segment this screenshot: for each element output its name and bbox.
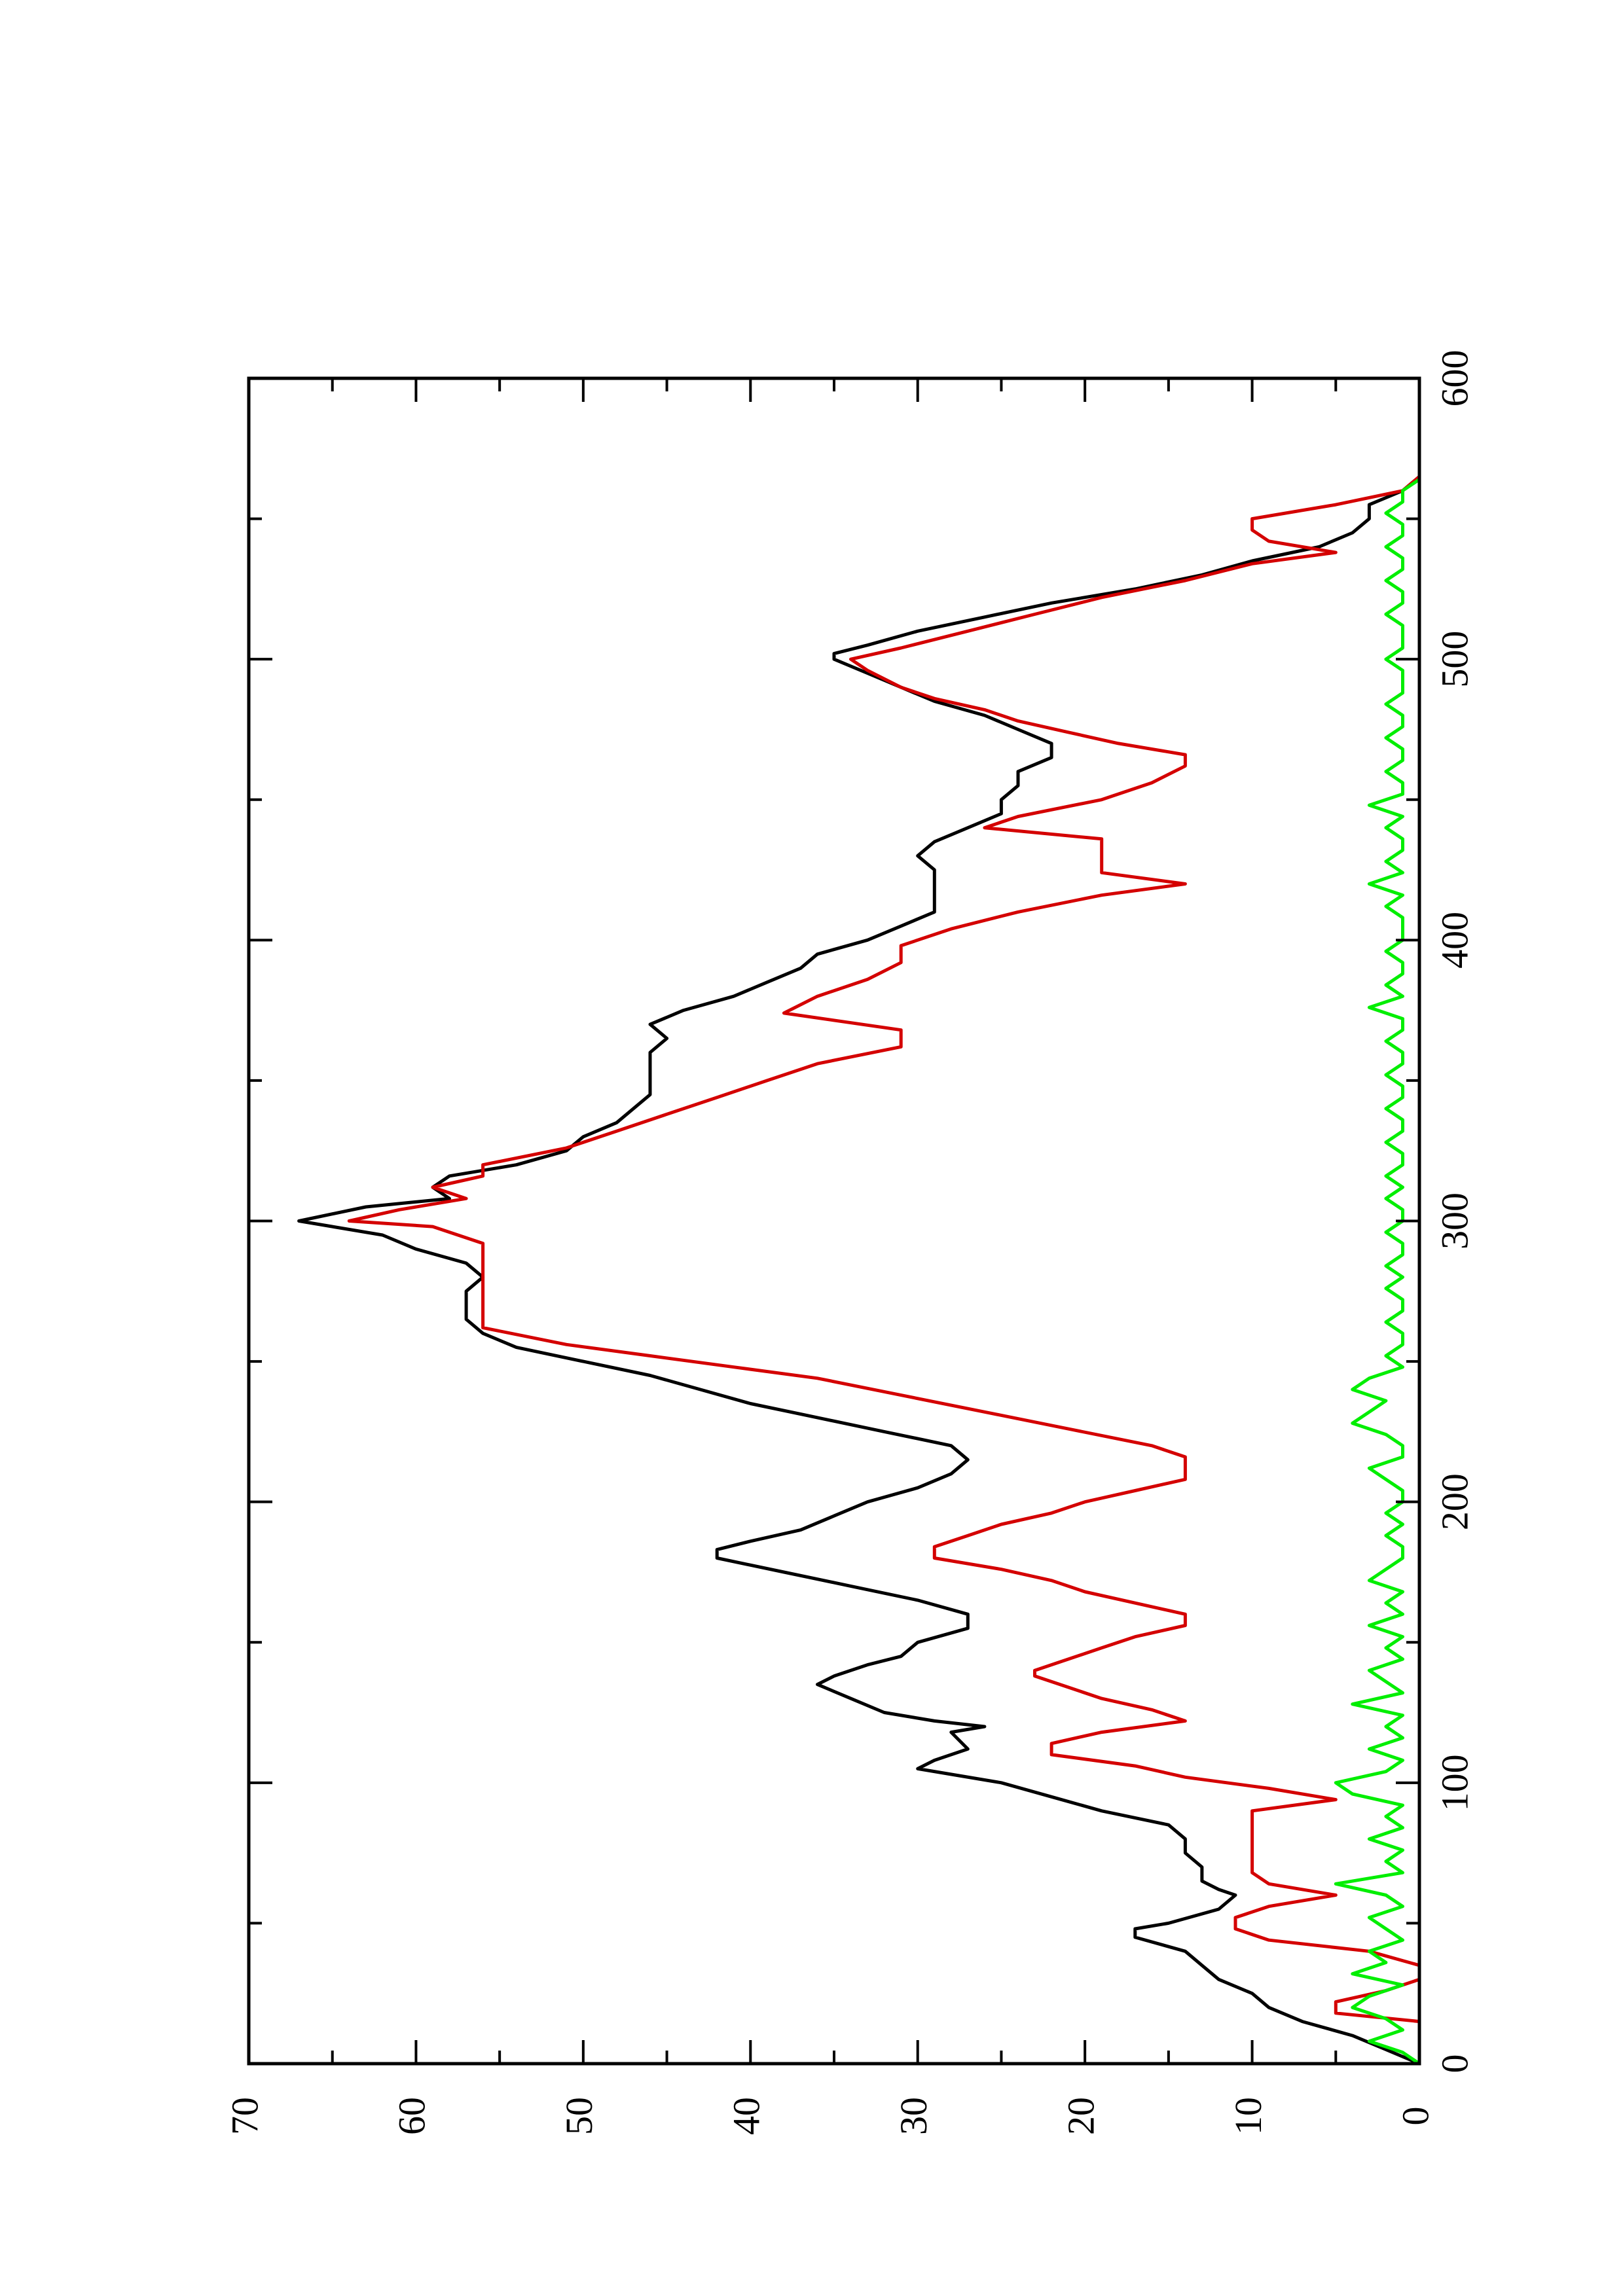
series-line-red (347, 475, 1421, 2064)
y-tick-label: 70 (223, 2097, 266, 2135)
x-tick-label: 200 (1433, 1473, 1476, 1530)
series-layer (297, 475, 1421, 2066)
ticks-layer: 0 100 200 300 400 500 600 0 10 20 30 40 50 60 70 (223, 350, 1476, 2136)
x-tick-label: 500 (1433, 631, 1476, 688)
y-tick-label: 0 (1394, 2107, 1436, 2126)
y-tick-label: 40 (725, 2097, 768, 2135)
y-tick-label: 50 (558, 2097, 600, 2135)
x-tick-label: 0 (1433, 2054, 1476, 2073)
series-line-green (1334, 478, 1421, 2066)
y-tick-label: 30 (892, 2097, 935, 2135)
y-tick-label: 20 (1059, 2097, 1102, 2135)
x-tick-label: 100 (1433, 1754, 1476, 1811)
y-tick-label: 10 (1227, 2097, 1269, 2135)
series-line-black (297, 475, 1421, 2066)
x-tick-label: 300 (1433, 1193, 1476, 1249)
x-tick-label: 600 (1433, 350, 1476, 407)
y-tick-label: 60 (391, 2097, 433, 2135)
x-tick-label: 400 (1433, 912, 1476, 969)
